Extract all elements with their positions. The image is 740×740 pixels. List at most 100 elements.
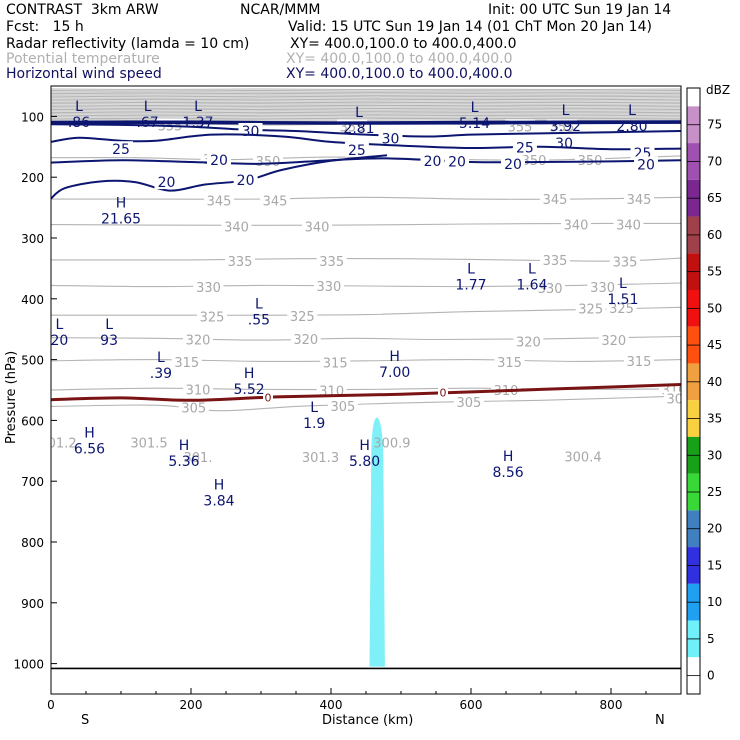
freezing-level-line	[51, 383, 681, 402]
wind-contour-30	[51, 123, 681, 138]
extremum-value: 3.92	[550, 119, 581, 135]
y-tick-label: 900	[21, 597, 44, 611]
theta-label: 320	[601, 334, 626, 349]
low-marker: L	[144, 99, 152, 115]
colorbar-label: 20	[707, 522, 722, 536]
theta-label-bg	[624, 192, 654, 207]
theta-label-bg	[519, 153, 549, 168]
theta-label: 335	[613, 256, 638, 271]
wind-label-bg	[634, 156, 658, 172]
extremum-value: 7.00	[379, 365, 410, 381]
low-marker: L	[310, 400, 318, 416]
low-marker: L	[255, 297, 263, 313]
theta-line-330	[51, 282, 681, 288]
high-marker: H	[84, 425, 95, 441]
freezing-label: 0	[440, 386, 447, 399]
wind-label: 25	[516, 140, 534, 156]
extremum-value: 1.77	[455, 277, 486, 293]
theta-label: 340	[305, 220, 330, 235]
field-theta-xy: XY= 400.0,100.0 to 400.0,400.0	[286, 51, 513, 67]
theta-label: 320	[516, 335, 541, 350]
y-tick-label: 100	[21, 110, 44, 124]
colorbar-label: 75	[707, 118, 722, 132]
wind-contour-20	[51, 157, 681, 165]
low-marker: L	[471, 100, 479, 116]
theta-label: 325	[609, 302, 634, 317]
wind-label: 20	[504, 157, 522, 173]
colorbar-label: 60	[707, 228, 722, 242]
colorbar-label: 70	[707, 154, 722, 168]
theta-label: 330	[196, 281, 221, 296]
freezing-label: 0	[265, 391, 272, 404]
wind-label: 20	[448, 154, 466, 170]
theta-label: 310	[186, 383, 211, 398]
x-tick-label: 800	[600, 698, 623, 712]
theta-label-bg	[540, 192, 570, 207]
colorbar-label: 50	[707, 301, 722, 315]
extremum-value: .39	[150, 366, 172, 382]
wind-contour-20	[51, 154, 388, 200]
extremum-value: .55	[248, 313, 270, 329]
y-tick-label: 600	[21, 414, 44, 428]
upper-theta-line	[51, 88, 681, 91]
extremum-value: .86	[68, 115, 90, 131]
extremum-value: 3.84	[203, 494, 234, 510]
wind-contour-25	[51, 133, 681, 151]
low-marker: L	[628, 103, 636, 119]
low-marker: L	[157, 350, 165, 366]
x-tick-label: 600	[460, 698, 483, 712]
wind-label: 25	[112, 142, 130, 158]
theta-label: 330	[316, 280, 341, 295]
theta-label-bg	[302, 219, 332, 234]
theta-extreme-label: 300.9	[373, 436, 410, 451]
y-tick-label: 1000	[13, 658, 44, 672]
theta-label: 345	[263, 194, 288, 209]
high-marker: H	[503, 449, 514, 465]
x-tick-label: 0	[47, 698, 55, 712]
theta-label-bg	[221, 219, 252, 234]
colorbar-unit: dBZ	[706, 83, 730, 97]
theta-label-bg	[624, 353, 654, 368]
theta-label: 315	[323, 357, 348, 372]
theta-label-bg	[613, 217, 644, 232]
theta-label-bg	[225, 254, 255, 269]
upper-theta-line	[51, 103, 681, 105]
wind-label: 25	[348, 143, 366, 159]
wind-label-bg	[233, 172, 258, 188]
upper-theta-line	[51, 94, 681, 96]
theta-label-bg	[494, 355, 525, 370]
init-time: Init: 00 UTC Sun 19 Jan 14	[488, 2, 672, 18]
low-marker: L	[105, 317, 113, 333]
theta-label-bg	[287, 308, 318, 323]
theta-label-bg	[183, 332, 213, 347]
low-marker: L	[467, 261, 475, 277]
wind-label: 20	[237, 173, 255, 189]
wind-label: 30	[382, 131, 400, 147]
theta-label-bg	[561, 217, 591, 232]
upper-theta-line	[51, 113, 681, 115]
high-marker: H	[179, 438, 190, 454]
theta-label: 350	[256, 155, 281, 170]
high-marker: H	[389, 349, 400, 365]
organization: NCAR/MMM	[240, 2, 321, 18]
upper-theta-line	[51, 116, 681, 118]
low-marker: L	[528, 261, 536, 277]
wind-label-bg	[344, 141, 369, 157]
colorbar-label: 35	[707, 412, 722, 426]
upper-theta-line	[51, 89, 681, 92]
wind-label: 20	[158, 175, 176, 191]
wind-label: 20	[637, 157, 655, 173]
upper-theta-line	[51, 97, 681, 99]
theta-label-bg	[193, 280, 224, 295]
theta-label: 325	[290, 310, 315, 325]
freezing-label-bg	[263, 391, 273, 404]
extremum-value: .67	[136, 115, 158, 131]
colorbar-label: 25	[707, 485, 722, 499]
colorbar-label: 5	[707, 632, 715, 646]
theta-label-bg	[453, 395, 484, 410]
theta-label: 335	[228, 255, 253, 270]
theta-label: 340	[616, 219, 641, 234]
upper-theta-line	[51, 95, 681, 98]
